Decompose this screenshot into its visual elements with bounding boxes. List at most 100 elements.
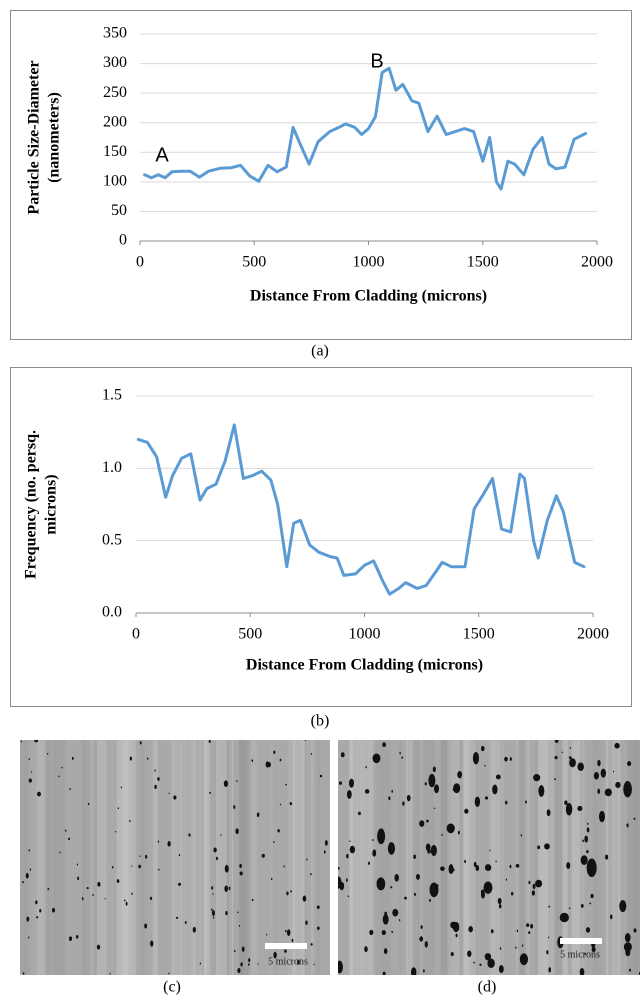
pore	[441, 834, 443, 837]
pore	[624, 933, 631, 943]
pore	[404, 896, 407, 900]
pore	[455, 933, 458, 938]
pore	[349, 845, 356, 854]
streak	[180, 740, 188, 975]
pore	[212, 893, 214, 895]
pore	[139, 855, 141, 857]
y-axis-title: Particle Size-Diameter	[26, 60, 43, 214]
pore	[372, 849, 377, 857]
pore	[434, 784, 439, 794]
pore	[310, 873, 312, 876]
pore	[484, 796, 489, 800]
x-tick-label: 500	[242, 254, 266, 271]
pore	[392, 908, 399, 917]
pore	[382, 971, 386, 975]
pore	[589, 902, 592, 905]
pore	[580, 903, 584, 908]
pore	[473, 861, 477, 868]
streak	[294, 740, 303, 975]
streak	[419, 740, 427, 975]
pore	[568, 907, 571, 910]
streak	[233, 740, 245, 975]
pore	[429, 882, 439, 898]
pore	[440, 866, 445, 871]
pore	[233, 805, 236, 809]
pore	[510, 892, 514, 896]
streak	[447, 740, 459, 975]
pore	[178, 854, 181, 857]
pore	[273, 951, 277, 959]
pore	[475, 865, 480, 872]
pore	[419, 820, 425, 827]
pore	[47, 888, 50, 891]
x-tick-label: 2000	[577, 626, 609, 643]
pore	[69, 787, 71, 791]
streak	[216, 740, 227, 975]
streak	[517, 740, 527, 975]
y-axis-title: microns)	[43, 474, 60, 534]
pore	[150, 940, 154, 947]
pore	[192, 926, 196, 933]
pore	[579, 968, 585, 975]
pore	[526, 923, 530, 928]
streak	[635, 740, 640, 975]
pore	[291, 938, 294, 943]
pore	[61, 766, 63, 769]
pore	[240, 962, 243, 967]
pore	[131, 892, 133, 896]
pore	[323, 850, 326, 854]
pore	[402, 801, 405, 806]
x-tick-label: 1500	[463, 626, 495, 643]
pore	[376, 877, 386, 891]
pore	[480, 745, 485, 752]
y-tick-label: 100	[103, 173, 127, 190]
pore	[304, 740, 307, 742]
pore	[535, 879, 543, 888]
streak	[292, 740, 296, 975]
pore	[473, 961, 475, 964]
pore	[619, 900, 627, 913]
pore	[270, 877, 273, 881]
pore	[597, 788, 601, 794]
pore	[92, 893, 94, 897]
pore	[614, 742, 620, 749]
pore	[364, 946, 368, 953]
pore	[241, 946, 245, 952]
pore	[338, 960, 343, 974]
pore	[120, 786, 122, 789]
pore	[248, 958, 251, 963]
pore	[391, 930, 394, 933]
pore	[598, 810, 605, 823]
pore	[600, 768, 606, 778]
pore	[211, 886, 214, 890]
streak	[96, 740, 107, 975]
pore	[175, 916, 179, 920]
micrograph-body: 5 microns	[20, 740, 330, 975]
pore	[633, 928, 637, 933]
pore	[401, 756, 404, 759]
pore	[338, 781, 342, 785]
pore	[487, 958, 495, 969]
streak	[116, 740, 129, 975]
streak	[585, 740, 592, 975]
x-tick-label: 0	[136, 254, 144, 271]
streak	[171, 740, 174, 975]
pore	[525, 800, 527, 804]
streak	[315, 740, 326, 975]
pore	[319, 774, 323, 778]
pore	[225, 911, 228, 916]
pore	[515, 946, 517, 949]
pore	[77, 876, 80, 881]
streak	[313, 740, 321, 975]
pore	[568, 756, 572, 760]
pore	[76, 863, 79, 866]
x-tick-label: 1000	[349, 626, 381, 643]
scale-bar	[560, 938, 602, 944]
pore	[224, 885, 228, 892]
pore	[30, 771, 33, 773]
pore	[584, 835, 588, 843]
pore	[495, 774, 501, 780]
pore	[546, 950, 549, 955]
pore	[561, 751, 564, 754]
pore	[566, 862, 571, 869]
